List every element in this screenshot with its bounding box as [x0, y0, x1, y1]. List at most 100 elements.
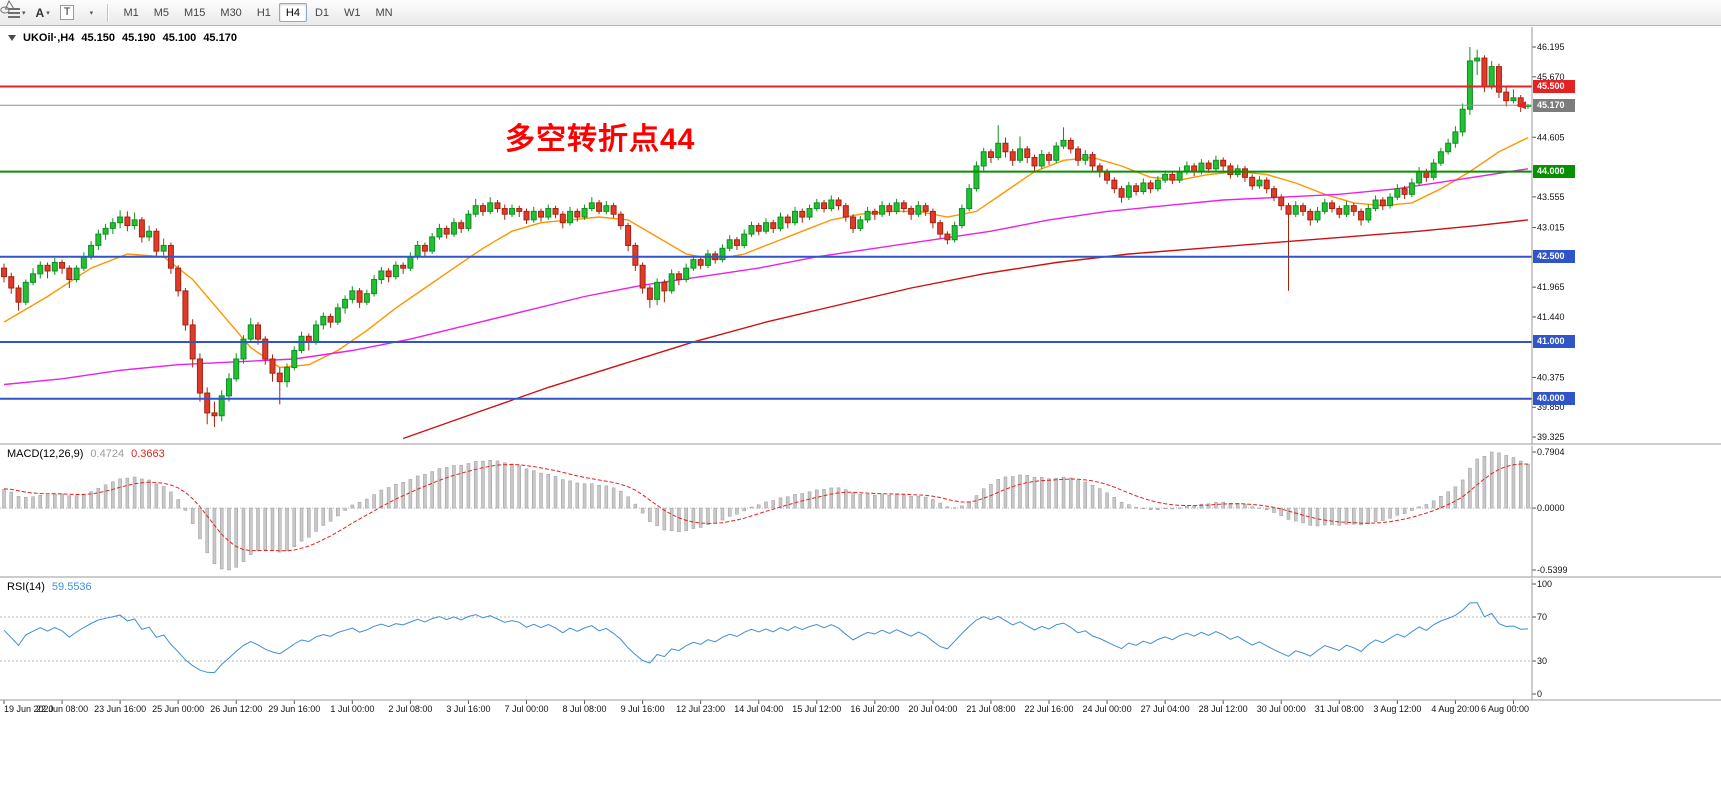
candle-body — [697, 259, 704, 266]
macd-histogram-bar — [386, 487, 391, 509]
macd-histogram-bar — [1083, 481, 1088, 509]
macd-histogram-bar — [1105, 492, 1109, 509]
macd-histogram-bar — [720, 507, 725, 521]
candle-body — [646, 287, 653, 300]
macd-histogram-bar — [285, 507, 289, 551]
candle-body — [1031, 156, 1038, 167]
shapes-tool-button[interactable]: ▾ — [0, 0, 100, 23]
price-axis-area[interactable] — [1532, 28, 1721, 700]
macd-histogram-bar — [1388, 507, 1392, 519]
macd-histogram-bar — [1381, 507, 1385, 521]
macd-histogram-bar — [691, 507, 696, 529]
time-axis-label: 2 Jul 08:00 — [388, 704, 432, 714]
candle-body — [1249, 176, 1256, 187]
macd-histogram-bar — [1040, 477, 1044, 509]
time-axis-label: 1 Jul 00:00 — [330, 704, 374, 714]
moving-average-ma-mid-magenta — [3, 168, 1529, 386]
macd-histogram-bar — [1279, 507, 1283, 517]
macd-histogram-bar — [263, 507, 268, 551]
candle-body — [37, 264, 44, 275]
macd-histogram-bar — [1250, 506, 1254, 509]
candle-body — [1104, 171, 1111, 181]
macd-histogram-bar — [2, 488, 6, 509]
candle-body — [683, 267, 690, 280]
price-axis-label: 40.375 — [1537, 372, 1565, 382]
timeframe-w1[interactable]: W1 — [337, 3, 368, 22]
candle-body — [625, 225, 632, 246]
candle-body — [755, 225, 762, 232]
text-label-tool-button[interactable]: A ▾ — [32, 3, 54, 23]
macd-histogram-bar — [1395, 507, 1400, 516]
macd-histogram-bar — [190, 507, 195, 524]
time-axis-label: 25 Jun 00:00 — [152, 704, 204, 714]
macd-histogram-bar — [1460, 479, 1465, 509]
candle-body — [1067, 139, 1074, 150]
chart-menu-triangle-icon[interactable] — [8, 35, 16, 41]
timeframe-h1[interactable]: H1 — [250, 3, 278, 22]
candle-body — [1140, 182, 1147, 193]
macd-histogram-bar — [1330, 507, 1334, 526]
timeframe-m1[interactable]: M1 — [116, 3, 145, 22]
macd-histogram-bar — [1076, 480, 1080, 509]
macd-histogram-bar — [415, 475, 420, 509]
macd-histogram-bar — [1090, 484, 1095, 509]
macd-main-value: 0.4724 — [90, 448, 125, 460]
candle-body — [1125, 185, 1132, 198]
macd-histogram-bar — [118, 478, 122, 509]
macd-histogram-bar — [198, 507, 202, 539]
candle-body — [1118, 188, 1125, 198]
ohlc-open: 45.150 — [81, 32, 115, 44]
candle-body — [385, 270, 392, 278]
candle-body — [102, 227, 109, 235]
macd-histogram-bar — [931, 499, 935, 509]
macd-histogram-bar — [865, 494, 870, 509]
time-axis-label: 8 Jul 08:00 — [563, 704, 607, 714]
time-axis-label: 3 Aug 12:00 — [1373, 704, 1421, 714]
macd-histogram-bar — [1148, 507, 1153, 510]
macd-histogram-bar — [176, 499, 180, 509]
candle-body — [567, 210, 574, 224]
timeframe-m15[interactable]: M15 — [177, 3, 212, 22]
candle-body — [320, 315, 327, 326]
macd-histogram-bar — [31, 496, 35, 509]
macd-histogram-bar — [466, 463, 471, 509]
candle-body — [175, 267, 182, 292]
timeframe-mn[interactable]: MN — [369, 3, 400, 22]
timeframe-d1[interactable]: D1 — [308, 3, 336, 22]
rsi-axis-label: 0 — [1537, 689, 1542, 699]
candle-body — [980, 151, 987, 167]
macd-histogram-bar — [1257, 507, 1262, 509]
candle-body — [1046, 154, 1053, 161]
candle-body — [770, 222, 777, 229]
candle-body — [1038, 154, 1045, 167]
text-tool-button[interactable]: T — [56, 3, 79, 23]
candle-body — [1169, 173, 1176, 181]
macd-histogram-bar — [1264, 507, 1269, 511]
candle-body — [1220, 159, 1227, 167]
candle-body — [443, 227, 450, 235]
candle-body — [1510, 97, 1517, 102]
time-axis-label: 4 Aug 20:00 — [1431, 704, 1479, 714]
macd-histogram-bar — [24, 496, 28, 509]
candle-body — [1307, 210, 1314, 221]
candle-body — [1430, 162, 1437, 178]
macd-histogram-bar — [582, 483, 587, 509]
candle-body — [1205, 162, 1212, 170]
macd-histogram-bar — [1366, 507, 1371, 525]
time-axis-label: 20 Jul 04:00 — [908, 704, 957, 714]
macd-histogram-bar — [74, 495, 79, 509]
timeframe-m30[interactable]: M30 — [213, 3, 248, 22]
candle-body — [131, 219, 138, 227]
candle-body — [1372, 199, 1379, 210]
macd-histogram-bar — [626, 496, 630, 509]
timeframe-h4[interactable]: H4 — [278, 3, 307, 22]
candle-body — [1503, 91, 1510, 102]
macd-histogram-bar — [1511, 457, 1516, 509]
macd-histogram-bar — [111, 481, 115, 509]
chart-plot-area[interactable] — [0, 28, 1532, 700]
macd-histogram-bar — [793, 494, 797, 509]
price-axis-label: 43.555 — [1537, 192, 1565, 202]
timeframe-m5[interactable]: M5 — [147, 3, 176, 22]
candle-body — [1387, 196, 1394, 207]
candle-body — [146, 230, 153, 238]
